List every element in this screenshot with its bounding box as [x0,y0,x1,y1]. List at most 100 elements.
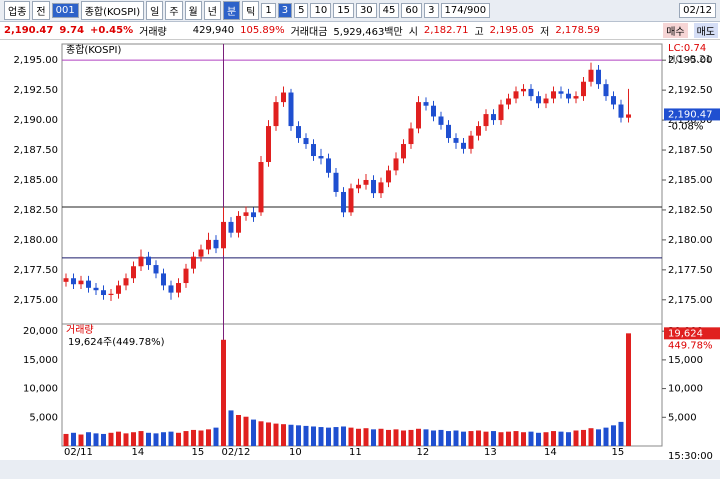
buy-button[interactable]: 매수 [663,23,688,38]
y-tick-label: 2,182.50 [13,205,58,216]
candle-body [333,172,339,192]
volume-bar [446,431,451,446]
scrollbar[interactable] [0,460,720,479]
candle-body [63,278,69,282]
candle-body [116,285,121,294]
volume-bar [183,431,189,446]
change-pct: +0.45% [90,25,134,36]
legend: 종합(KOSPI) [66,44,122,56]
volume-panel [61,323,663,447]
x-tick-label: 11 [349,447,362,458]
candle-body [326,158,331,173]
candle-body [273,102,279,127]
volume-bar [116,431,121,446]
toolbar-button[interactable]: 일 [146,1,164,20]
volume-bar [408,429,414,446]
toolbar-button[interactable]: 5 [294,3,309,18]
y-tick-label: 2,195.00 [13,55,58,66]
volume-bar [551,431,556,446]
toolbar-button[interactable]: 월 [184,1,202,20]
sell-button[interactable]: 매도 [693,23,718,38]
low: 2,178.59 [555,25,600,36]
toolbar-button[interactable]: 3 [277,3,293,18]
volume-bar [176,432,181,446]
candle-body [566,93,571,99]
volume-bar [573,430,579,446]
toolbar-button[interactable]: 45 [378,3,400,18]
toolbar-button[interactable]: 분 [222,1,241,20]
toolbar-button[interactable]: 30 [355,3,377,18]
candle-body [446,124,451,139]
candle-body [228,221,234,233]
toolbar-button[interactable]: 주 [165,1,183,20]
candle-body [101,290,106,296]
volume-bar [273,423,279,446]
candle-body [386,170,391,183]
candle-body [468,135,474,149]
candle-body [123,278,129,286]
market-select[interactable]: 업종 [4,1,31,20]
volume-bar [468,431,474,446]
price: 2,190.47 [4,25,54,36]
volume-bar [78,434,84,446]
candle-body [558,91,564,94]
candle-body [71,278,76,285]
x-tick-label: 14 [544,447,557,458]
date[interactable]: 02/12 [679,3,716,18]
candle-body [206,239,211,250]
volume-bar [461,431,466,446]
volume-bar [371,429,376,446]
volume-bar [378,428,384,446]
candle-body [438,116,444,125]
toolbar-button[interactable]: 60 [401,3,423,18]
candle-body [521,88,526,92]
volume-bar [596,429,601,446]
candle-body [146,256,151,266]
chart: 종합(KOSPI) 거래량 19,624주(449.78%) LC:0.74 H… [0,43,720,479]
change: 9.74 [59,25,85,36]
y-tick-label: 10,000 [668,384,703,395]
toolbar-button[interactable]: 틱 [242,1,260,20]
y-tick-label: 2,180.00 [668,235,713,246]
volume-bar [71,432,76,446]
candle-body [423,102,429,106]
label: 거래량 [139,27,167,38]
amount: 5,929,463백만 [333,27,403,38]
last-price: 2,190.47 [668,109,713,120]
volume: 429,940 [192,25,235,36]
count[interactable]: 3 [424,3,439,18]
y-tick-label: 2,190.00 [668,115,713,126]
volume-bar [213,427,219,446]
y-tick-label: 2,195.00 [668,55,713,66]
volume-bar [611,425,616,446]
volume-pct: 105.89% [240,25,285,36]
volume-bar [581,429,586,446]
toolbar: 업종 전 001 종합(KOSPI) 일 주 월 년 분 틱 1 3 5 10 15 30 45 60 3… [0,0,720,22]
toolbar-button[interactable]: 1 [261,3,276,18]
code[interactable]: 001 [51,3,79,18]
volume-bar [243,416,249,446]
volume-bar [416,428,421,446]
candle-body [506,98,511,105]
y-tick-label: 2,175.00 [13,295,58,306]
y-tick-label: 5,000 [29,412,58,423]
y-tick-label: 2,177.50 [668,265,713,276]
candle-body [416,102,421,129]
volume-bar [93,433,99,446]
candle-body [78,280,84,285]
x-tick-label: 10 [289,447,302,458]
volume-bar [251,419,256,446]
volume-bar [386,429,391,446]
toolbar-button[interactable]: 년 [203,1,221,20]
candle-body [348,188,354,213]
y-tick-label: 15,000 [23,355,58,366]
candle-body [86,280,91,288]
candle-body [596,69,601,85]
toolbar-button[interactable]: 15 [333,3,354,18]
candle-body [618,104,624,118]
mode[interactable]: 전 [32,1,50,20]
candle-body [573,96,579,99]
volume-bar [311,426,316,446]
toolbar-button[interactable]: 10 [310,3,332,18]
volume-bar [161,432,166,446]
